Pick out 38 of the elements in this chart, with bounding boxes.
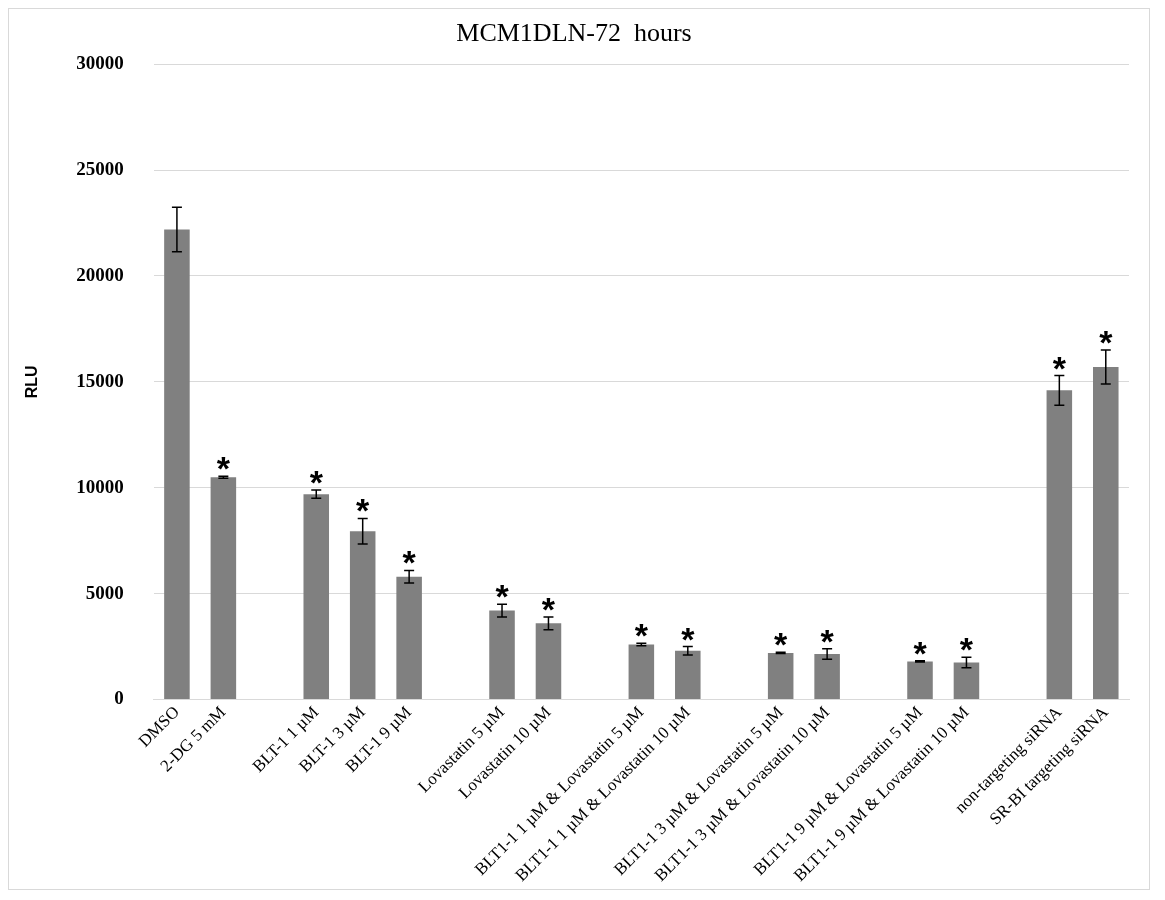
bar xyxy=(535,623,562,700)
annotation: * xyxy=(774,625,789,664)
bar xyxy=(675,650,701,700)
bar xyxy=(349,531,376,700)
bar xyxy=(907,661,933,700)
y-tick-label: 30000 xyxy=(76,52,124,74)
y-tick-label: 0 xyxy=(114,687,124,709)
bar xyxy=(210,477,237,700)
annotation: * xyxy=(1052,348,1067,387)
annotation: * xyxy=(820,621,835,660)
bar xyxy=(489,610,515,700)
bar xyxy=(814,654,840,700)
y-tick-label: 15000 xyxy=(76,369,124,391)
annotation: * xyxy=(402,543,417,582)
annotation: * xyxy=(681,619,696,658)
annotation: * xyxy=(913,633,928,672)
annotation: * xyxy=(634,616,649,655)
bar xyxy=(1046,390,1073,700)
annotation: * xyxy=(356,491,371,530)
y-tick-label: 10000 xyxy=(76,475,124,497)
bar xyxy=(164,229,190,700)
bar xyxy=(303,494,330,700)
bar xyxy=(1093,367,1119,700)
annotation: * xyxy=(1099,323,1114,362)
bar xyxy=(628,644,655,700)
y-tick-label: 25000 xyxy=(76,158,124,179)
annotation: * xyxy=(495,577,510,616)
annotation: * xyxy=(216,449,231,488)
annotation: * xyxy=(541,589,556,628)
bar xyxy=(767,652,794,700)
bar xyxy=(953,662,980,700)
annotation: * xyxy=(309,462,324,501)
annotation: * xyxy=(959,630,974,669)
bar xyxy=(396,576,422,700)
y-tick-label: 5000 xyxy=(85,581,124,603)
y-tick-label: 20000 xyxy=(76,263,124,285)
chart-title: MCM1DLN-72 hours xyxy=(456,18,692,48)
y-axis-title: RLU xyxy=(23,365,41,399)
